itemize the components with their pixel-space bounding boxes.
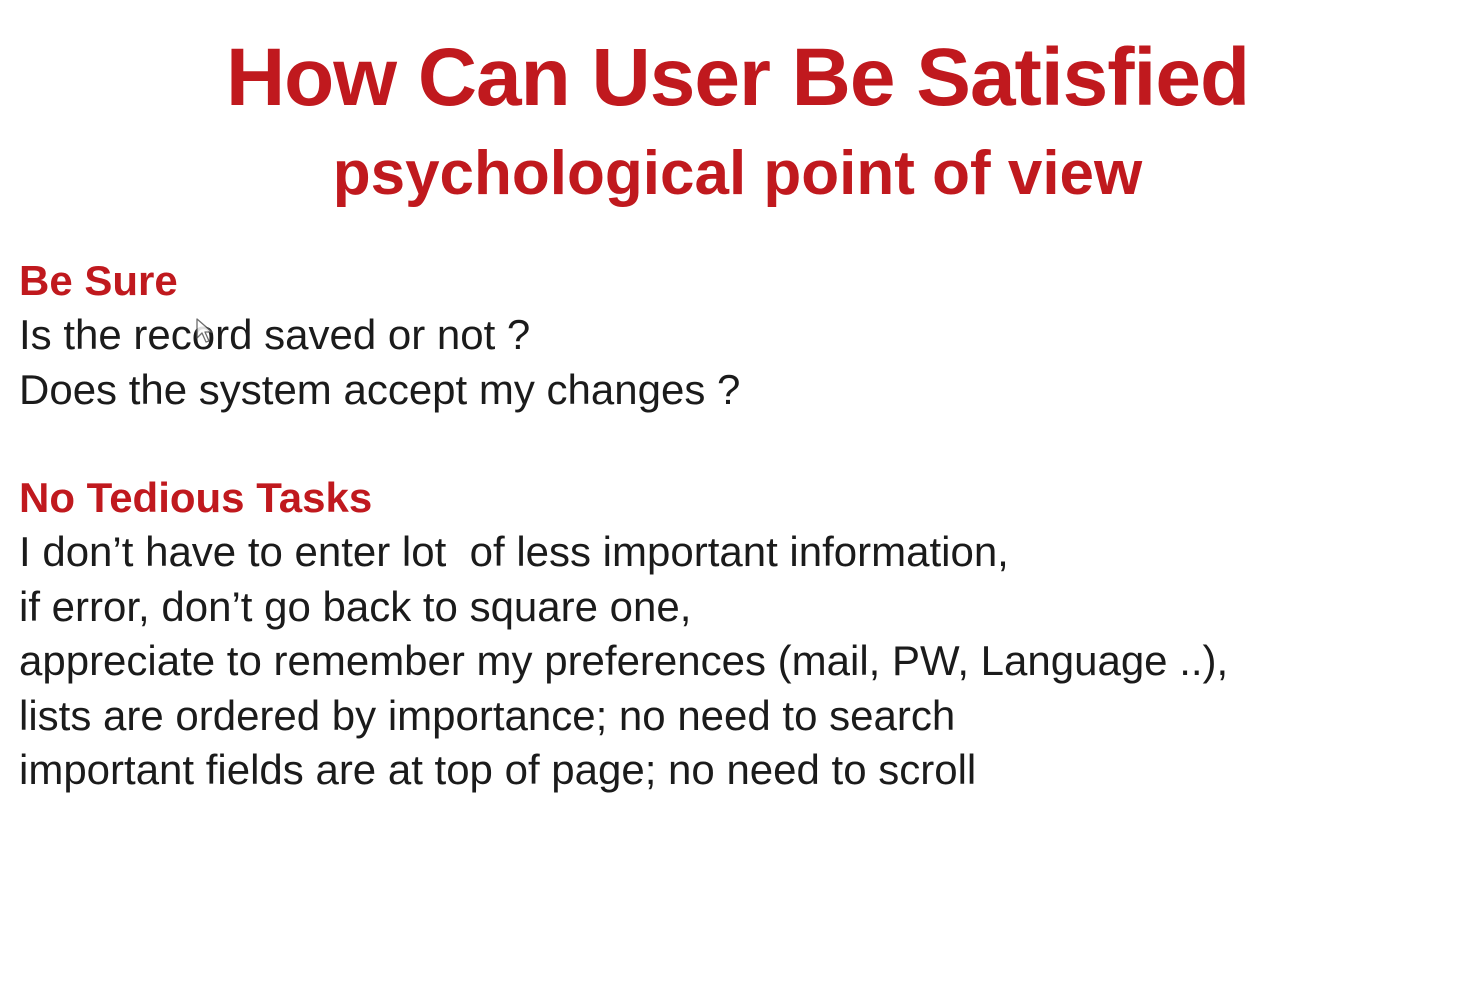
bullet-line: lists are ordered by importance; no need… [19,691,956,739]
bullet-line: appreciate to remember my preferences (m… [19,637,1229,684]
bullet-line: important fields are at top of page; no … [19,746,977,793]
slide-title: How Can User Be Satisfied [225,32,1250,123]
section-be-sure: Be Sure Is the record saved or not ? Doe… [19,254,740,417]
bullet-line: Is the record saved or not ? [19,311,531,358]
bullet-line: I don’t have to enter lot of less import… [19,528,1009,575]
section-heading: No Tedious Tasks [19,474,373,521]
mouse-pointer-icon [196,318,213,343]
bullet-line: if error, don’t go back to square one, [19,582,692,630]
section-heading: Be Sure [19,257,178,304]
section-no-tedious-tasks: No Tedious Tasks I don’t have to enter l… [19,471,1228,798]
bullet-line: Does the system accept my changes ? [19,365,741,413]
slide-subtitle: psychological point of view [332,139,1143,208]
